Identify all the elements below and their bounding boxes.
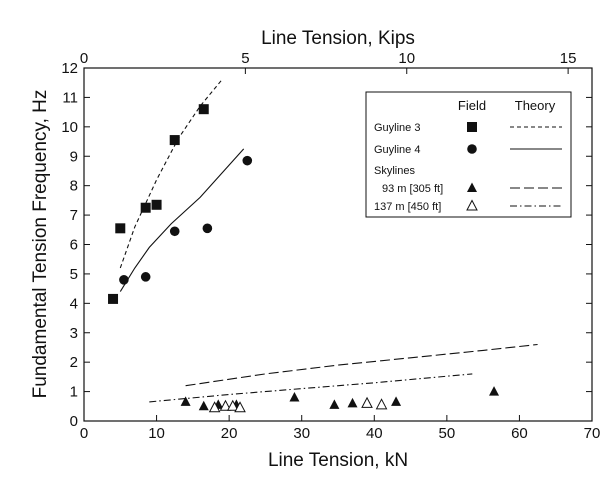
legend-box <box>365 91 572 218</box>
y-tick-label: 4 <box>70 295 78 312</box>
legend-marker-series-0 <box>467 122 477 132</box>
x-tick-label: 0 <box>80 425 88 442</box>
x-tick-labels: 0 10 20 30 40 50 60 70 <box>80 425 601 442</box>
y-tick-label: 1 <box>70 384 78 401</box>
x-tick-label: 30 <box>293 425 310 442</box>
data-point-series-2 <box>347 397 358 408</box>
data-point-series-0 <box>140 202 151 213</box>
data-point-series-0 <box>198 104 209 115</box>
x-axis-title: Line Tension, kN <box>268 450 408 471</box>
data-point-series-2 <box>489 386 500 396</box>
legend-marker-series-1 <box>467 144 477 154</box>
y-tick-label: 6 <box>70 237 78 254</box>
data-point-series-0 <box>151 199 162 210</box>
data-point-series-0 <box>115 223 126 234</box>
x-tick-label: 40 <box>366 425 383 442</box>
theory-line-series-3 <box>149 373 473 403</box>
data-point-series-3 <box>375 398 388 410</box>
legend-label-137m: 137 m [450 ft] <box>374 201 441 213</box>
x-tick-label: 60 <box>511 425 528 442</box>
legend-marker-series-3 <box>466 199 478 211</box>
data-point-series-2 <box>289 391 300 402</box>
data-point-series-3 <box>234 401 246 413</box>
y-tick-label: 5 <box>70 266 78 283</box>
x2-tick-label: 15 <box>560 50 577 67</box>
legend-marker-series-2 <box>467 182 477 192</box>
data-point-series-3 <box>226 399 239 411</box>
y-tick-label: 2 <box>70 354 78 371</box>
theory-line-series-0 <box>119 79 223 269</box>
y-axis-title: Fundamental Tension Frequency, Hz <box>30 90 51 399</box>
y-tick-label: 8 <box>70 178 78 195</box>
data-point-series-3 <box>361 396 373 408</box>
data-point-series-3 <box>219 399 232 411</box>
x-tick-label: 10 <box>148 425 165 442</box>
data-point-series-2 <box>391 396 402 406</box>
theory-line-series-2 <box>185 343 538 387</box>
legend-label-guyline-4: Guyline 4 <box>374 144 420 156</box>
data-point-series-1 <box>119 275 129 285</box>
data-point-series-2 <box>329 399 340 409</box>
theory-line-series-1 <box>119 148 245 292</box>
legend-label-93m: 93 m [305 ft] <box>382 183 443 195</box>
y-tick-label: 10 <box>61 119 78 136</box>
x2-axis-title: Line Tension, Kips <box>261 28 415 49</box>
data-point-series-1 <box>169 226 180 237</box>
x2-tick-label: 10 <box>398 50 415 67</box>
data-point-series-0 <box>108 293 119 304</box>
ticks-layer <box>83 67 593 422</box>
data-point-series-1 <box>140 272 151 282</box>
y-tick-label: 3 <box>70 325 78 342</box>
legend-label-guyline-3: Guyline 3 <box>374 122 420 134</box>
x2-tick-labels: 0 5 10 15 <box>80 50 577 67</box>
x-tick-label: 20 <box>221 425 238 442</box>
legend: Field Theory Guyline 3 Guyline 4 Skyline… <box>365 91 572 218</box>
theory-lines <box>119 79 538 403</box>
x2-tick-label: 0 <box>80 50 88 67</box>
y-tick-label: 0 <box>70 413 78 430</box>
y-tick-label: 11 <box>62 89 78 106</box>
data-point-series-3 <box>208 401 221 413</box>
legend-header-theory: Theory <box>515 98 556 113</box>
x-tick-label: 70 <box>584 425 601 442</box>
legend-header-field: Field <box>458 98 486 113</box>
y-tick-label: 9 <box>70 148 78 165</box>
data-point-series-0 <box>169 135 180 146</box>
field-points <box>108 104 500 413</box>
data-point-series-2 <box>198 400 209 411</box>
y-tick-label: 12 <box>61 60 78 77</box>
legend-label-skylines: Skylines <box>374 165 415 177</box>
legend-symbols <box>466 122 562 211</box>
x2-tick-label: 5 <box>241 50 249 67</box>
data-point-series-2 <box>180 396 191 406</box>
y-tick-label: 7 <box>70 207 78 224</box>
x-tick-label: 50 <box>439 425 456 442</box>
data-point-series-1 <box>202 223 213 234</box>
data-point-series-1 <box>242 155 253 166</box>
